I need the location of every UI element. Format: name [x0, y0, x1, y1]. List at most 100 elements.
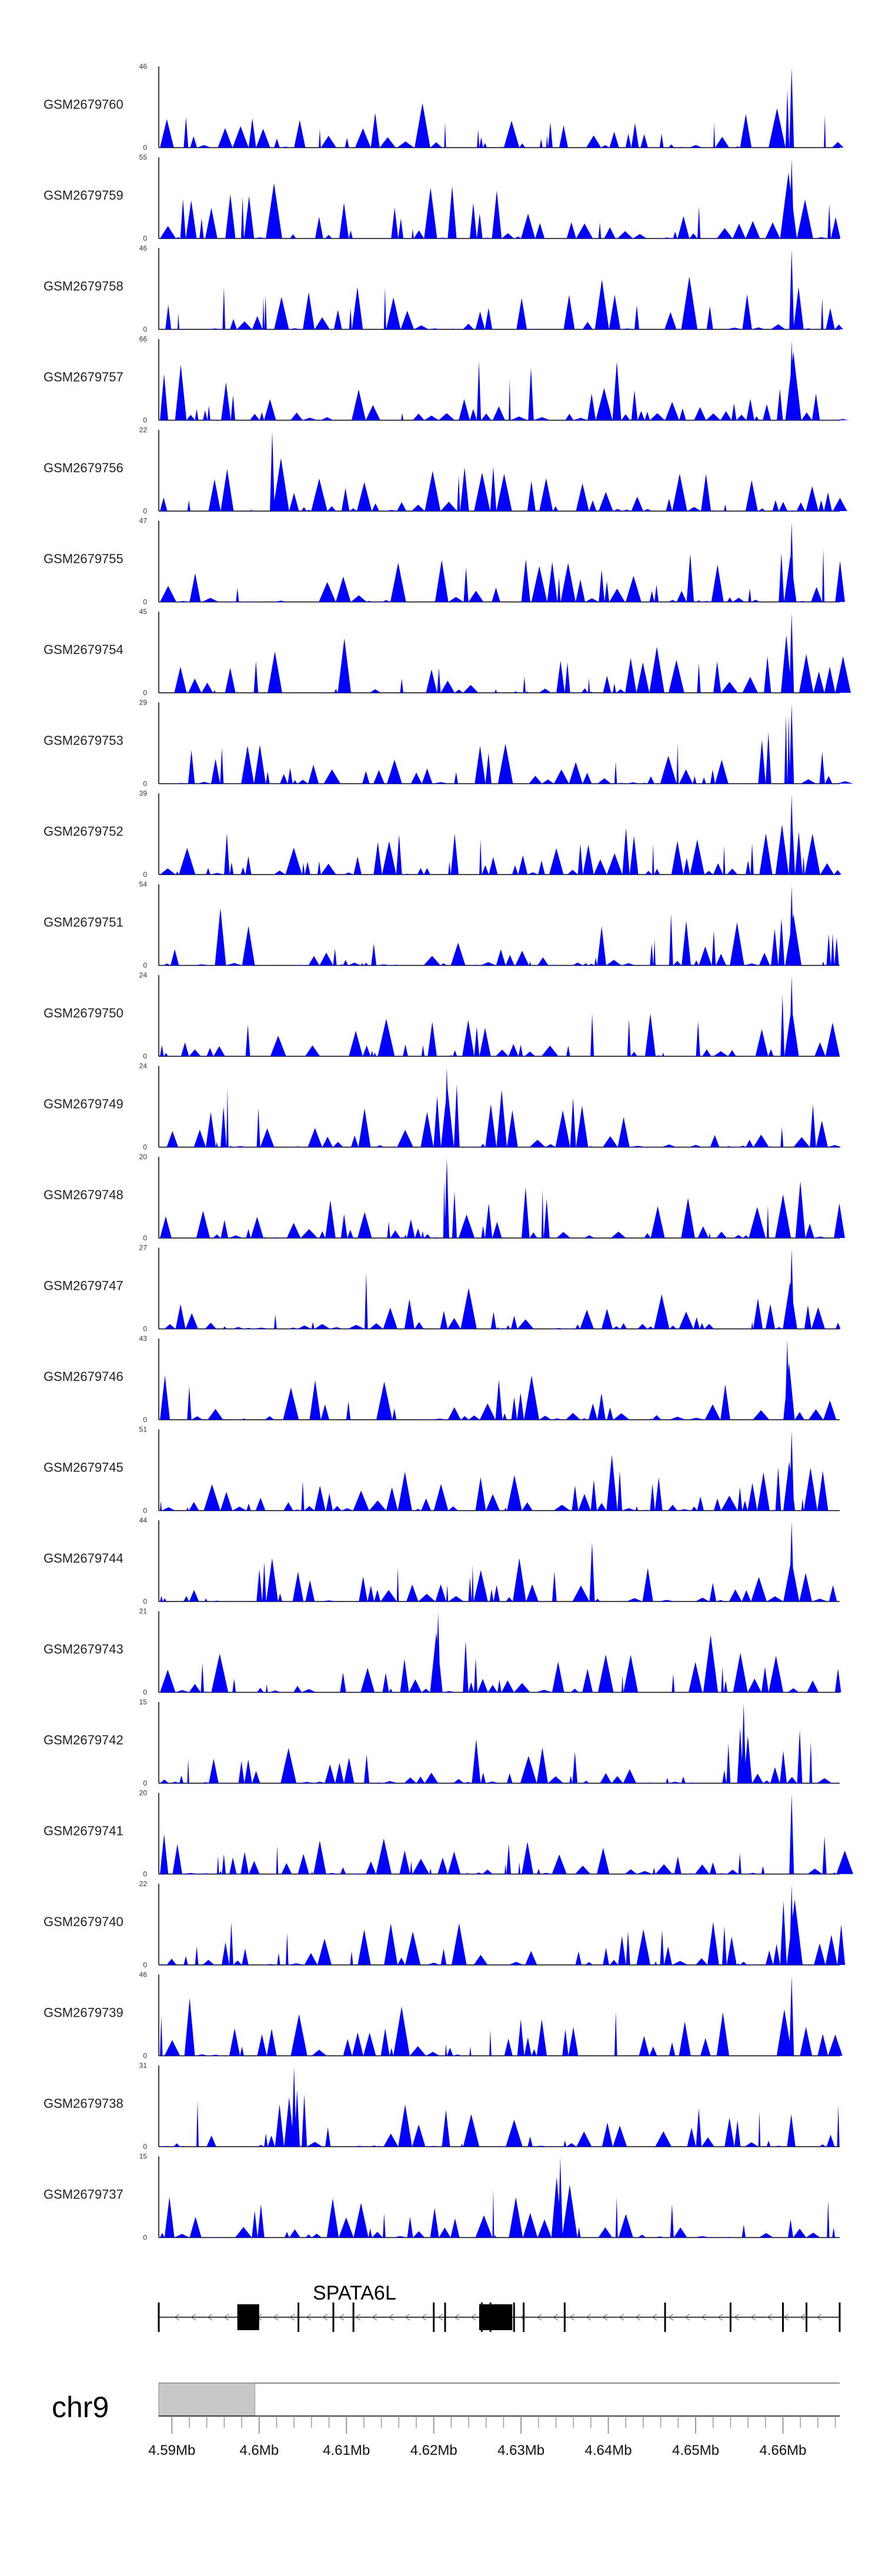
coverage-area	[160, 795, 841, 875]
strand-chevron	[767, 2314, 773, 2321]
coverage-area	[160, 1794, 853, 1874]
track-ymin-label: 0	[143, 235, 147, 243]
track-ymin-label: 0	[143, 1234, 147, 1242]
track-ymax-label: 24	[139, 1062, 148, 1070]
track-ymin-label: 0	[143, 1507, 147, 1515]
strand-chevron	[388, 2314, 394, 2321]
coverage-area	[160, 1612, 841, 1693]
track-gsm2679745: GSM2679745 51 0	[44, 1426, 844, 1515]
track-ymin-label: 0	[143, 598, 147, 606]
strand-chevron	[405, 2314, 410, 2321]
coverage-area	[160, 522, 845, 602]
track-ymax-label: 46	[139, 62, 148, 71]
track-gsm2679748: GSM2679748 20 0	[44, 1153, 845, 1242]
coverage-area	[160, 976, 840, 1056]
track-label: GSM2679758	[44, 279, 123, 293]
track-ymin-label: 0	[143, 1597, 147, 1606]
track-ymax-label: 20	[139, 1153, 148, 1161]
track-ymax-label: 22	[139, 1880, 148, 1888]
track-label: GSM2679760	[44, 97, 123, 112]
track-gsm2679743: GSM2679743 21 0	[44, 1607, 841, 1697]
track-ymax-label: 44	[139, 1516, 148, 1524]
coverage-area	[160, 158, 841, 239]
strand-chevron	[421, 2314, 427, 2321]
coverage-area	[160, 1885, 846, 1965]
track-gsm2679737: GSM2679737 15 0	[44, 2153, 840, 2242]
track-label: GSM2679757	[44, 370, 123, 385]
chromosome-ideogram: chr9	[52, 2383, 840, 2424]
track-label: GSM2679748	[44, 1187, 123, 1202]
track-ymin-label: 0	[143, 780, 147, 788]
track-gsm2679750: GSM2679750 24 0	[44, 971, 840, 1060]
track-label: GSM2679752	[44, 824, 123, 839]
coverage-area	[160, 1249, 841, 1329]
exon-block	[479, 2304, 513, 2330]
exon-block	[237, 2304, 259, 2330]
coverage-area	[160, 703, 854, 784]
track-gsm2679739: GSM2679739 46 0	[44, 1971, 843, 2060]
track-ymax-label: 15	[139, 1698, 148, 1706]
axis-tick-label: 4.61Mb	[323, 2442, 370, 2458]
track-ymin-label: 0	[143, 507, 147, 515]
track-ymin-label: 0	[143, 2052, 147, 2060]
track-gsm2679757: GSM2679757 66 0	[44, 335, 848, 425]
coverage-area	[160, 431, 847, 511]
track-ymax-label: 39	[139, 789, 148, 798]
track-gsm2679760: GSM2679760 46 0	[44, 62, 844, 152]
strand-chevron	[174, 2314, 180, 2321]
track-label: GSM2679747	[44, 1279, 123, 1293]
strand-chevron	[734, 2314, 740, 2321]
track-label: GSM2679756	[44, 461, 123, 475]
track-ymin-label: 0	[143, 1689, 147, 1697]
strand-chevron	[454, 2314, 460, 2321]
coverage-area	[160, 1067, 841, 1147]
track-label: GSM2679750	[44, 1006, 123, 1020]
strand-chevron	[289, 2314, 295, 2321]
track-gsm2679758: GSM2679758 46 0	[44, 244, 843, 333]
track-gsm2679746: GSM2679746 43 0	[44, 1334, 840, 1424]
strand-chevron	[569, 2314, 575, 2321]
strand-chevron	[701, 2314, 707, 2321]
axis-tick-label: 4.63Mb	[497, 2442, 544, 2458]
track-ymax-label: 66	[139, 335, 148, 343]
track-label: GSM2679754	[44, 642, 123, 657]
track-gsm2679747: GSM2679747 27 0	[44, 1244, 841, 1333]
track-ymax-label: 29	[139, 699, 148, 707]
strand-chevron	[191, 2314, 196, 2321]
track-label: GSM2679743	[44, 1642, 123, 1657]
track-label: GSM2679759	[44, 188, 123, 203]
track-label: GSM2679742	[44, 1733, 123, 1747]
axis-tick-label: 4.62Mb	[410, 2442, 457, 2458]
coverage-area	[160, 1430, 844, 1511]
coverage-area	[160, 340, 848, 421]
strand-chevron	[635, 2314, 641, 2321]
axis-tick-label: 4.66Mb	[759, 2442, 806, 2458]
coverage-area	[160, 885, 839, 966]
track-gsm2679738: GSM2679738 31 0	[44, 2061, 840, 2151]
track-label: GSM2679753	[44, 733, 123, 748]
track-label: GSM2679745	[44, 1460, 123, 1475]
axis-tick-label: 4.6Mb	[239, 2442, 279, 2458]
track-label: GSM2679737	[44, 2187, 123, 2202]
track-ymin-label: 0	[143, 1143, 147, 1152]
strand-chevron	[470, 2314, 476, 2321]
coverage-area	[160, 1340, 840, 1420]
track-gsm2679754: GSM2679754 45 0	[44, 608, 851, 697]
ideogram-highlight	[158, 2383, 255, 2417]
track-gsm2679741: GSM2679741 20 0	[44, 1789, 853, 1878]
track-label: GSM2679755	[44, 552, 123, 566]
gene-track: SPATA6L	[158, 2282, 841, 2332]
track-ymax-label: 55	[139, 154, 148, 162]
track-ymin-label: 0	[143, 1052, 147, 1060]
strand-chevron	[306, 2314, 312, 2321]
track-ymax-label: 46	[139, 1971, 148, 1979]
strand-chevron	[684, 2314, 690, 2321]
genomic-axis: 4.59Mb 4.6Mb 4.61Mb 4.62Mb 4.63Mb 4.64Mb 4.65M…	[148, 2415, 840, 2458]
track-ymax-label: 27	[139, 1244, 148, 1252]
coverage-area	[160, 249, 843, 329]
strand-chevron	[602, 2314, 608, 2321]
track-ymin-label: 0	[143, 416, 147, 425]
strand-chevron	[717, 2314, 723, 2321]
track-label: GSM2679751	[44, 915, 123, 930]
track-gsm2679751: GSM2679751 54 0	[44, 880, 840, 970]
